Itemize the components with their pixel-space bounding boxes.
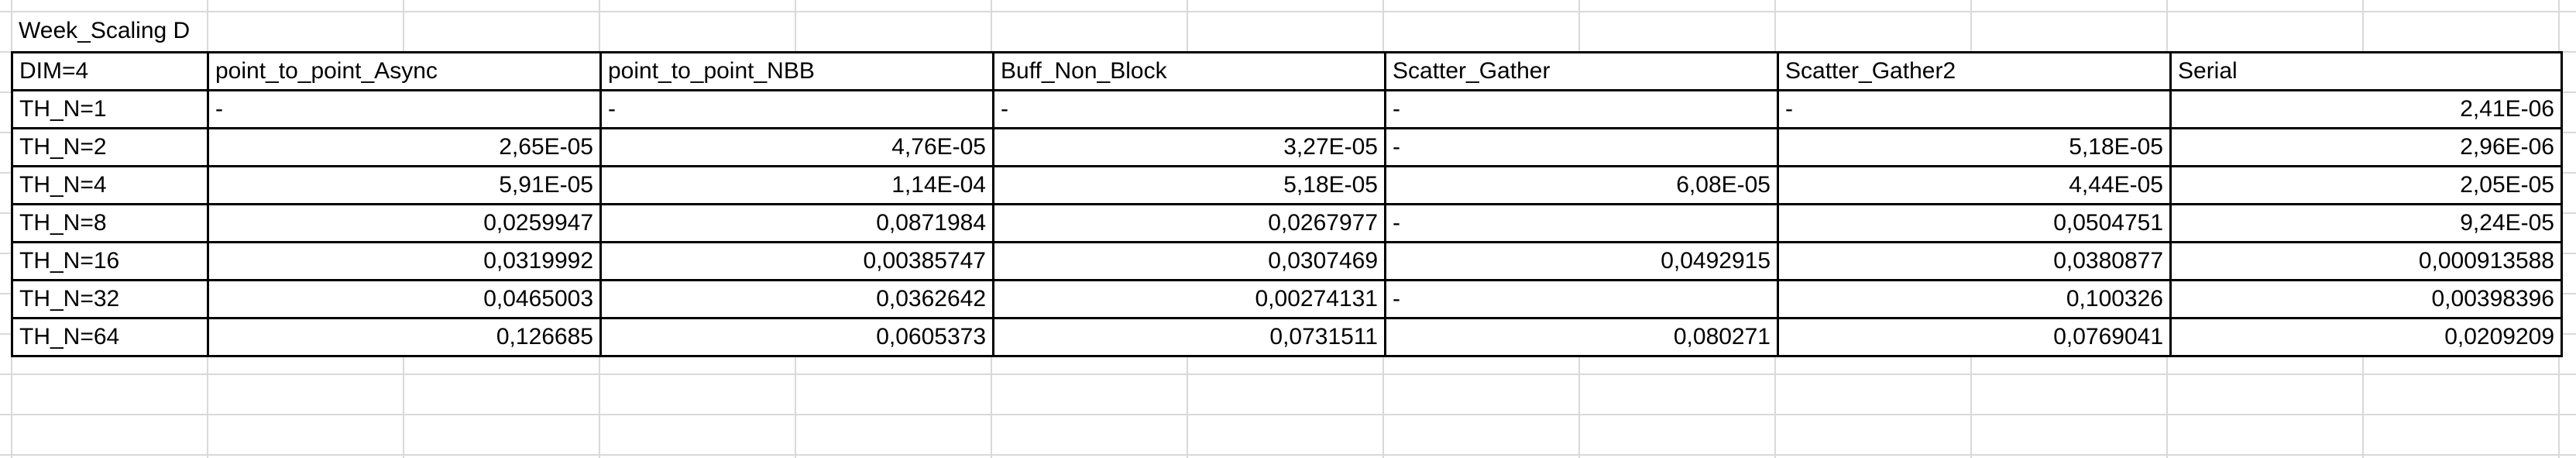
row-label-cell[interactable]: TH_N=1 <box>11 89 209 129</box>
sheet-title-cell[interactable]: Week_Scaling D <box>19 18 191 43</box>
table-cell[interactable]: 4,76E-05 <box>599 127 994 167</box>
table-cell[interactable]: - <box>1384 89 1779 129</box>
row-label-cell[interactable]: TH_N=64 <box>11 317 209 357</box>
table-cell[interactable]: 0,0871984 <box>599 203 994 243</box>
header-cell-serial[interactable]: Serial <box>2169 51 2563 91</box>
table-cell[interactable]: - <box>1384 127 1779 167</box>
header-cell-buff-non-block[interactable]: Buff_Non_Block <box>992 51 1386 91</box>
header-cell-scatter-gather2[interactable]: Scatter_Gather2 <box>1777 51 2172 91</box>
table-cell[interactable]: 0,0362642 <box>599 279 994 319</box>
table-cell[interactable]: - <box>1384 203 1779 243</box>
table-cell[interactable]: 0,0267977 <box>992 203 1386 243</box>
header-cell-scatter-gather[interactable]: Scatter_Gather <box>1384 51 1779 91</box>
table-row: TH_N=4 5,91E-05 1,14E-04 5,18E-05 6,08E-05 4,… <box>11 165 2563 205</box>
table-row: TH_N=1- - - - -2,41E-06 <box>11 89 2563 129</box>
table-cell[interactable]: 3,27E-05 <box>992 127 1386 167</box>
table-cell[interactable]: 0,0319992 <box>207 241 602 281</box>
table-cell[interactable]: 0,0492915 <box>1384 241 1779 281</box>
table-cell[interactable]: - <box>1384 279 1779 319</box>
table-cell[interactable]: 5,91E-05 <box>207 165 602 205</box>
table-cell[interactable]: - <box>1777 89 2172 129</box>
table-cell[interactable]: 0,00385747 <box>599 241 994 281</box>
table-row: TH_N=64 0,126685 0,0605373 0,0731511 0,08027… <box>11 317 2563 357</box>
table-row: TH_N=8 0,0259947 0,0871984 0,0267977-0,0504… <box>11 203 2563 243</box>
table-cell[interactable]: 0,0769041 <box>1777 317 2172 357</box>
table-cell[interactable]: 0,0380877 <box>1777 241 2172 281</box>
table-row: TH_N=2 2,65E-05 4,76E-05 3,27E-05-5,18E-05 2… <box>11 127 2563 167</box>
table-cell[interactable]: 9,24E-05 <box>2169 203 2563 243</box>
table-cell[interactable]: 0,0605373 <box>599 317 994 357</box>
table-cell[interactable]: - <box>992 89 1386 129</box>
table-cell[interactable]: 0,0307469 <box>992 241 1386 281</box>
table-cell[interactable]: 0,126685 <box>207 317 602 357</box>
header-cell-point-to-point-nbb[interactable]: point_to_point_NBB <box>599 51 994 91</box>
table-cell[interactable]: 2,96E-06 <box>2169 127 2563 167</box>
header-cell-point-to-point-async[interactable]: point_to_point_Async <box>207 51 602 91</box>
table-cell[interactable]: 0,0209209 <box>2169 317 2563 357</box>
table-cell[interactable]: 5,18E-05 <box>1777 127 2172 167</box>
data-table: DIM=4 point_to_point_Async point_to_poin… <box>11 51 2563 357</box>
row-label-cell[interactable]: TH_N=8 <box>11 203 209 243</box>
table-row: TH_N=32 0,0465003 0,0362642 0,00274131-0,10… <box>11 279 2563 319</box>
table-cell[interactable]: 0,0259947 <box>207 203 602 243</box>
table-cell[interactable]: 1,14E-04 <box>599 165 994 205</box>
header-row: DIM=4 point_to_point_Async point_to_poin… <box>11 51 2563 91</box>
table-cell[interactable]: 0,0465003 <box>207 279 602 319</box>
table-cell[interactable]: 5,18E-05 <box>992 165 1386 205</box>
row-label-cell[interactable]: TH_N=16 <box>11 241 209 281</box>
table-cell[interactable]: - <box>599 89 994 129</box>
table-cell[interactable]: 0,00398396 <box>2169 279 2563 319</box>
table-cell[interactable]: 0,00274131 <box>992 279 1386 319</box>
table-cell[interactable]: 4,44E-05 <box>1777 165 2172 205</box>
row-label-cell[interactable]: TH_N=32 <box>11 279 209 319</box>
table-row: TH_N=16 0,0319992 0,00385747 0,0307469 0,049… <box>11 241 2563 281</box>
table-cell[interactable]: 0,100326 <box>1777 279 2172 319</box>
row-label-cell[interactable]: TH_N=4 <box>11 165 209 205</box>
row-label-cell[interactable]: TH_N=2 <box>11 127 209 167</box>
table-cell[interactable]: 0,0504751 <box>1777 203 2172 243</box>
table-cell[interactable]: 0,0731511 <box>992 317 1386 357</box>
table-cell[interactable]: - <box>207 89 602 129</box>
table-cell[interactable]: 0,080271 <box>1384 317 1779 357</box>
header-cell-dim[interactable]: DIM=4 <box>11 51 209 91</box>
table-cell[interactable]: 2,41E-06 <box>2169 89 2563 129</box>
table-cell[interactable]: 2,65E-05 <box>207 127 602 167</box>
table-cell[interactable]: 2,05E-05 <box>2169 165 2563 205</box>
table-cell[interactable]: 0,000913588 <box>2169 241 2563 281</box>
table-cell[interactable]: 6,08E-05 <box>1384 165 1779 205</box>
